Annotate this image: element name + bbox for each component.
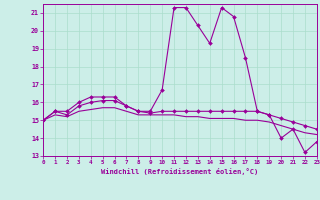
X-axis label: Windchill (Refroidissement éolien,°C): Windchill (Refroidissement éolien,°C) <box>101 168 259 175</box>
